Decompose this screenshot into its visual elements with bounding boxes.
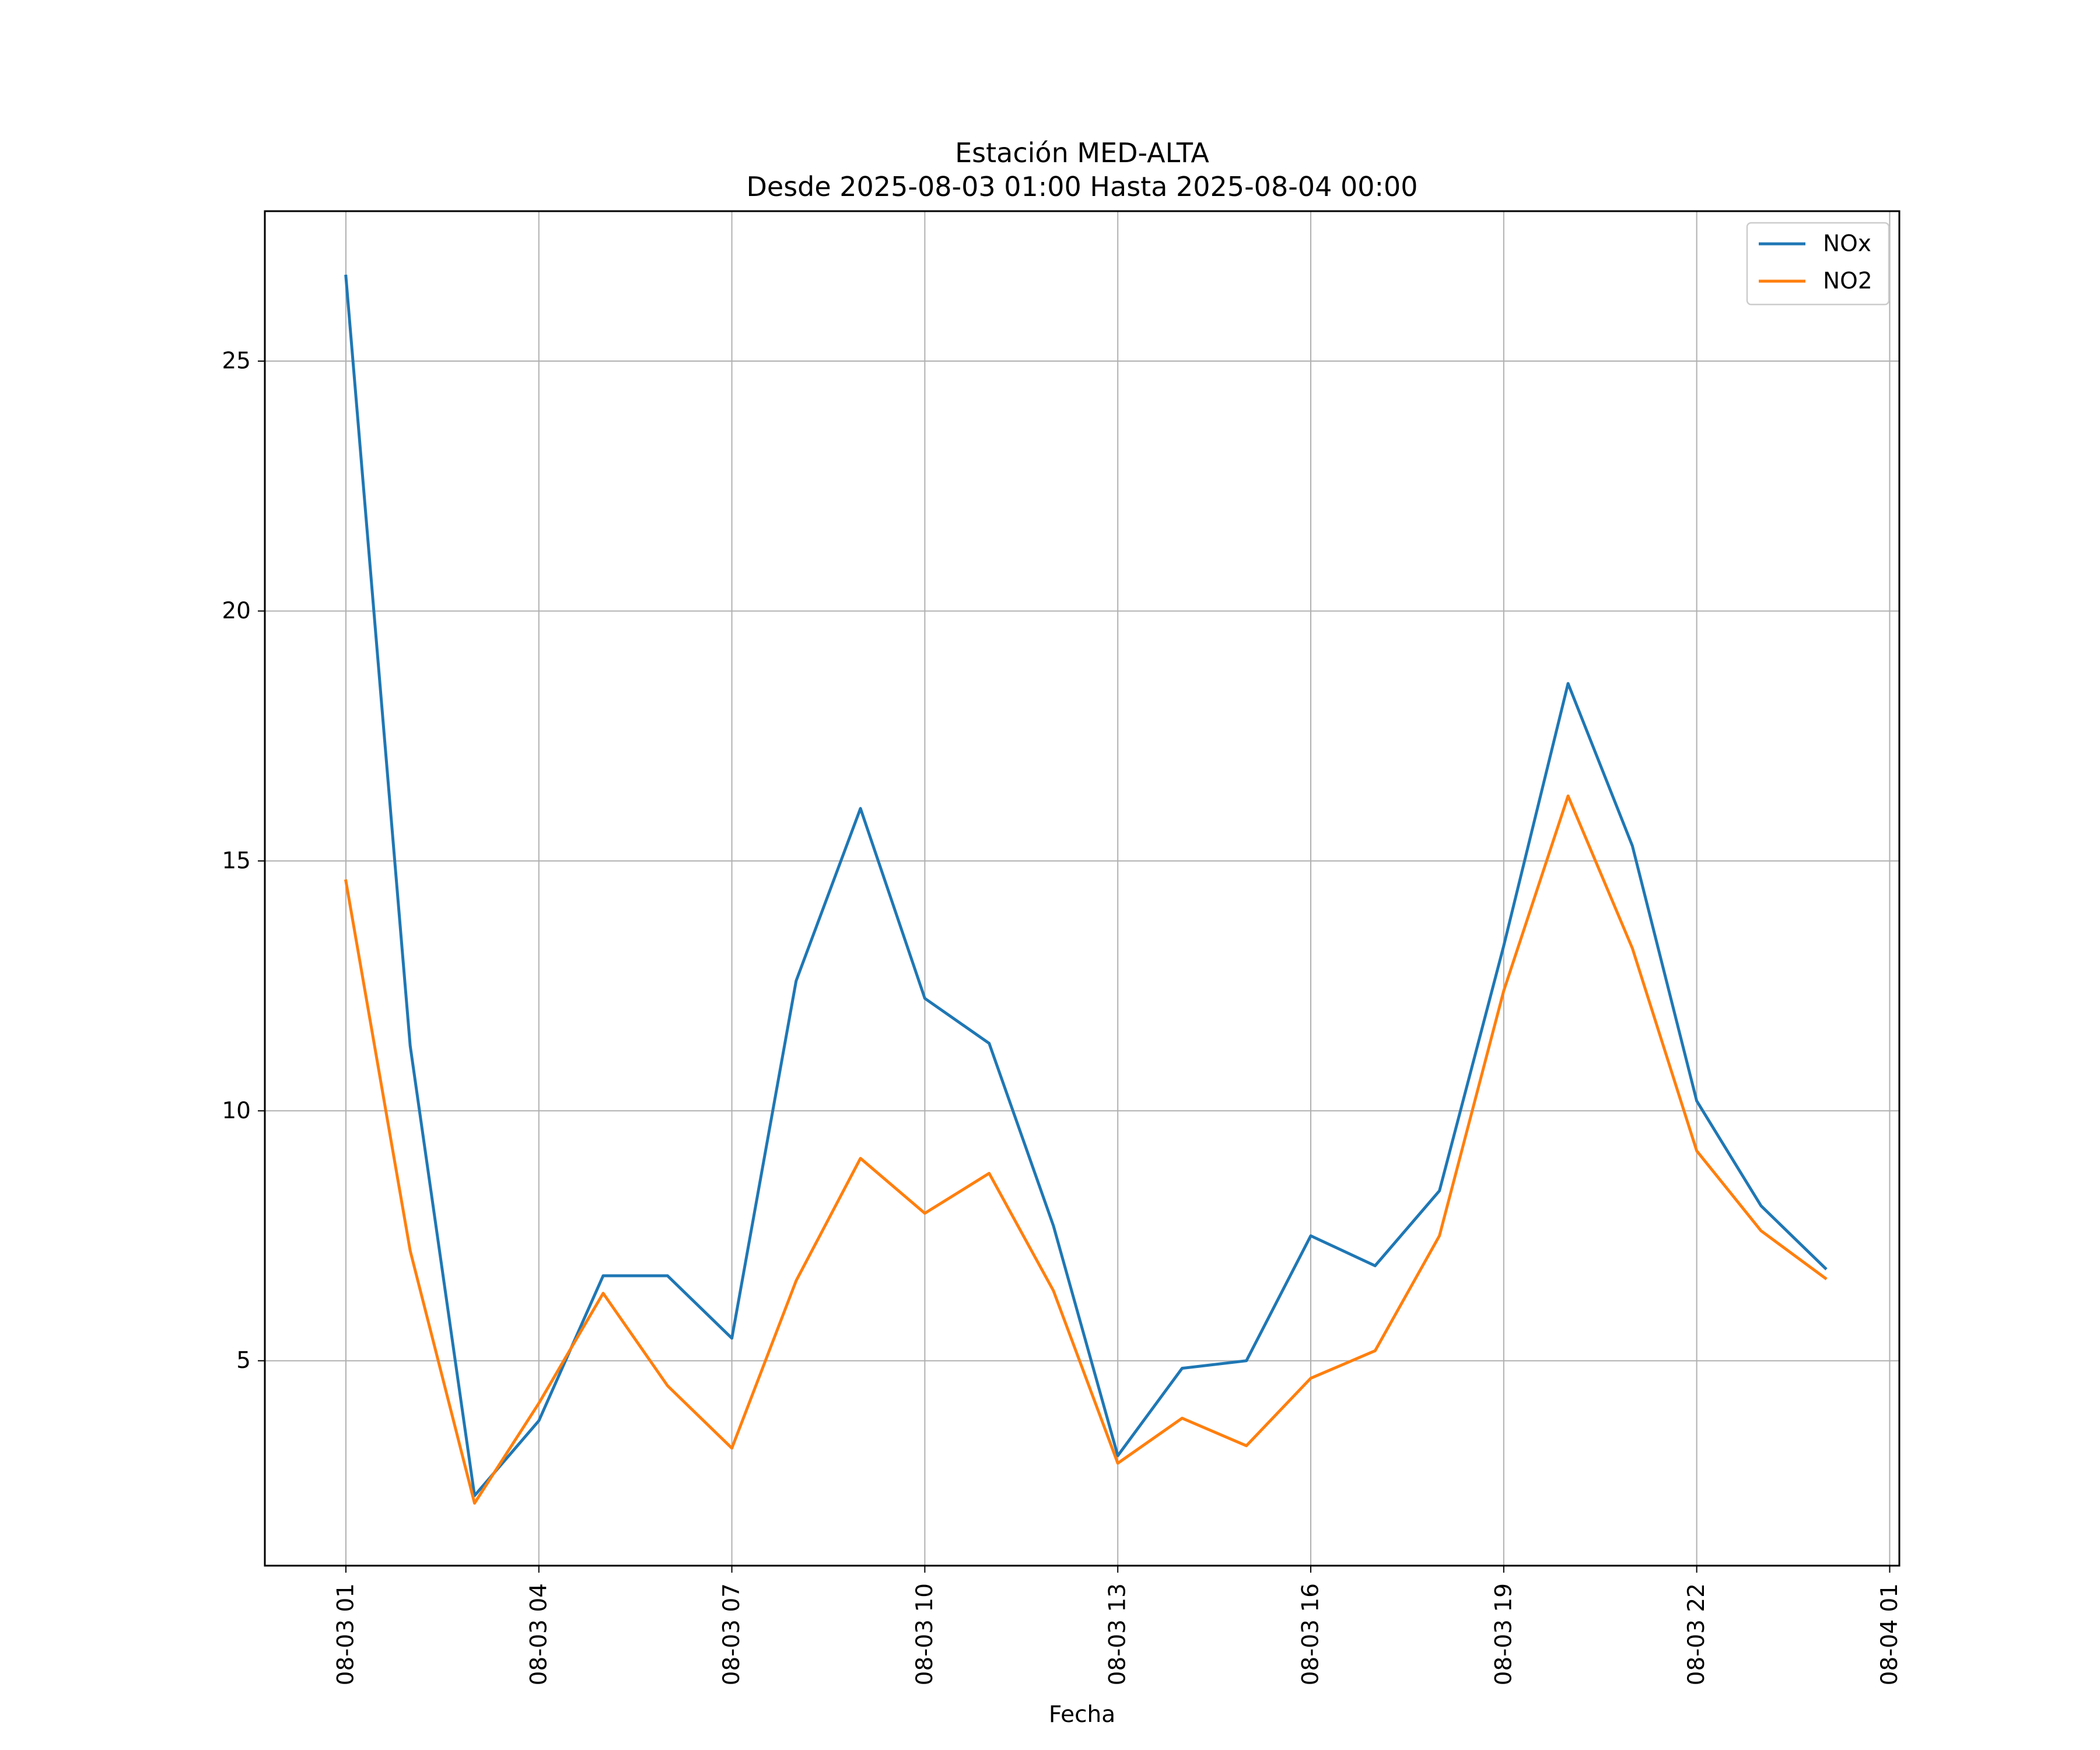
chart-title: Estación MED-ALTA: [955, 137, 1209, 169]
grid: [265, 211, 1899, 1566]
chart-subtitle: Desde 2025-08-03 01:00 Hasta 2025-08-04 …: [746, 171, 1418, 202]
y-tick-label: 10: [222, 1098, 251, 1124]
y-tick-label: 5: [236, 1348, 251, 1374]
x-tick-label: 08-03 01: [332, 1583, 359, 1685]
x-tick-label: 08-03 19: [1490, 1583, 1517, 1685]
legend-label-nox: NOx: [1823, 231, 1871, 257]
x-tick-label: 08-03 16: [1298, 1583, 1324, 1685]
x-tick-label: 08-03 22: [1684, 1583, 1710, 1685]
y-tick-label: 20: [222, 598, 251, 624]
y-tick-label: 25: [222, 348, 251, 374]
series-line-nox: [344, 274, 1828, 1497]
series-line-no2: [344, 794, 1828, 1505]
legend-label-no2: NO2: [1823, 268, 1873, 295]
plot-frame: [264, 210, 1901, 1567]
x-tick-label: 08-03 10: [912, 1583, 938, 1685]
x-tick-label: 08-03 04: [526, 1583, 552, 1685]
x-axis-label: Fecha: [1049, 1702, 1115, 1728]
x-tick-label: 08-03 13: [1105, 1583, 1131, 1685]
series-lines: [344, 274, 1828, 1505]
y-tick-label: 15: [222, 848, 251, 874]
legend: NOx NO2: [1746, 222, 1890, 306]
x-tick-label: 08-04 01: [1877, 1583, 1903, 1685]
axis-ticks: 08-03 01 08-03 04 08-03 07 08-03 10 08-03 13…: [222, 348, 1903, 1686]
x-tick-label: 08-03 07: [719, 1583, 745, 1685]
